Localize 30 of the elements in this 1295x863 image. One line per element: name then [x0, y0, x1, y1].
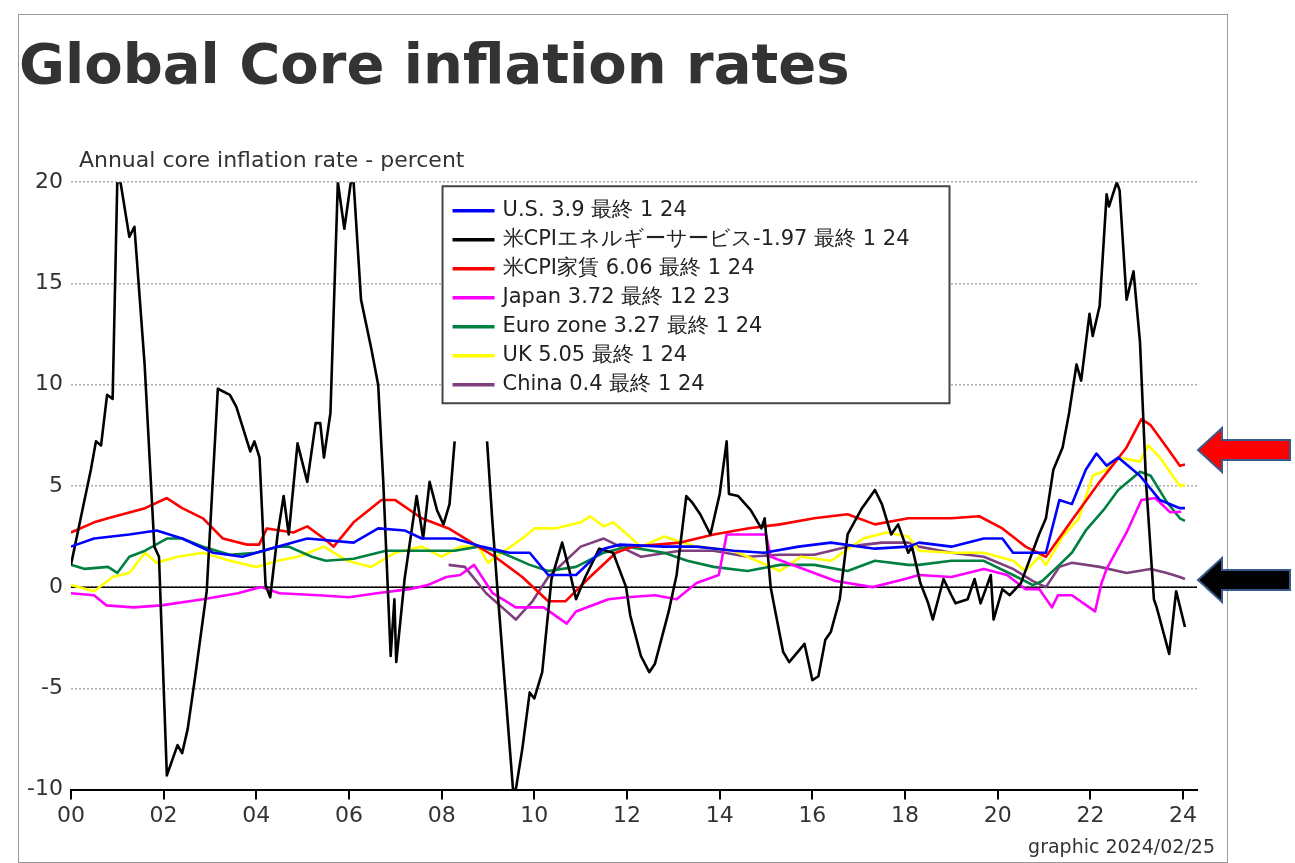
x-tick-label: 24: [1169, 801, 1198, 827]
x-tick-label: 22: [1076, 801, 1105, 827]
y-tick-label: -5: [41, 674, 63, 700]
x-tick-label: 08: [427, 801, 456, 827]
text: graphic 2024/02/25: [1028, 835, 1215, 858]
legend-label: 米CPIエネルギーサービス-1.97 最終 1 24: [502, 226, 910, 251]
legend-label: Euro zone 3.27 最終 1 24: [502, 313, 763, 338]
x-tick-label: 20: [983, 801, 1012, 827]
y-axis-title: Annual core inflation rate - percent: [78, 146, 465, 172]
legend-label: UK 5.05 最終 1 24: [502, 342, 688, 367]
x-tick-label: 10: [520, 801, 549, 827]
y-tick-label: 0: [48, 572, 63, 598]
chart-title: Global Core inflation rates: [19, 31, 850, 97]
y-tick-label: 20: [34, 167, 63, 193]
x-tick-label: 18: [891, 801, 920, 827]
y-tick-label: 15: [34, 269, 63, 295]
legend-label: U.S. 3.9 最終 1 24: [502, 197, 687, 222]
x-tick-label: 00: [56, 801, 85, 827]
y-tick-label: -10: [27, 775, 63, 801]
x-tick-label: 16: [798, 801, 827, 827]
x-tick-label: 14: [705, 801, 734, 827]
y-tick-label: 10: [34, 370, 63, 396]
x-tick-label: 06: [334, 801, 363, 827]
x-tick-label: 02: [149, 801, 178, 827]
legend-label: China 0.4 最終 1 24: [502, 371, 705, 396]
y-tick-label: 5: [48, 471, 63, 497]
legend-label: Japan 3.72 最終 12 23: [500, 284, 731, 309]
x-tick-label: 12: [613, 801, 642, 827]
x-tick-label: 04: [242, 801, 271, 827]
legend-label: 米CPI家賃 6.06 最終 1 24: [502, 255, 755, 280]
